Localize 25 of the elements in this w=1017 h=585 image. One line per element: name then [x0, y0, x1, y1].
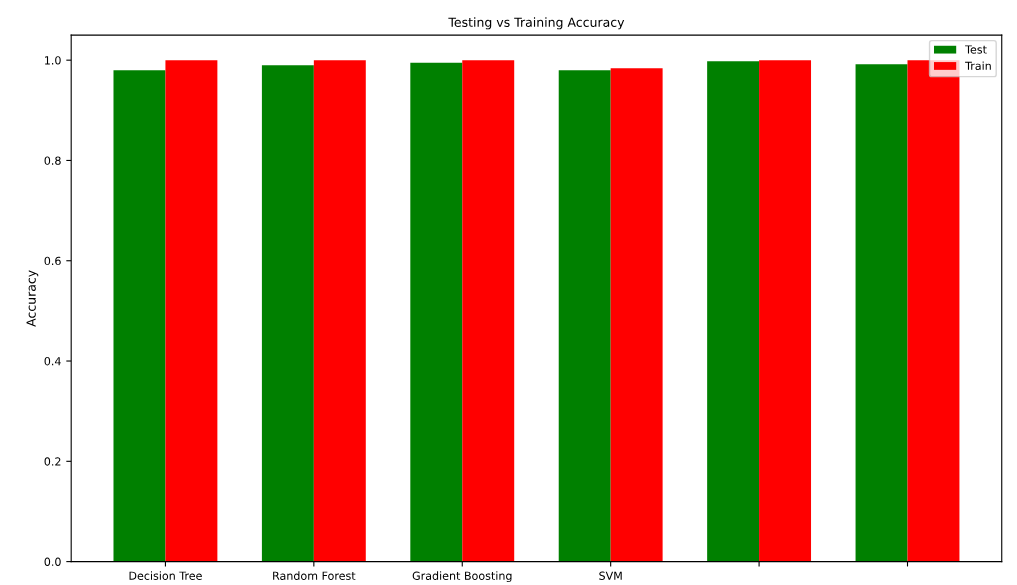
- legend-label: Test: [965, 45, 987, 54]
- legend-label: Train: [965, 61, 991, 71]
- chart-title: Testing vs Training Accuracy: [448, 17, 625, 30]
- y-axis-title: Accuracy: [26, 270, 39, 327]
- x-tick-label: Gradient Boosting: [412, 571, 512, 583]
- bar: [855, 64, 908, 562]
- bar: [759, 60, 812, 562]
- x-tick-label: Random Forest: [273, 571, 356, 580]
- bar: [610, 68, 663, 562]
- bar: [165, 60, 218, 562]
- bar: [410, 62, 463, 562]
- y-tick-label: 0.0: [44, 557, 61, 566]
- x-tick-label: Decision Tree: [129, 571, 202, 580]
- y-tick-label: 0.6: [44, 256, 61, 266]
- bar: [261, 65, 314, 562]
- y-tick-label: 0.8: [44, 156, 61, 165]
- y-tick-label: 1.0: [45, 56, 61, 65]
- bar: [558, 70, 611, 562]
- bar: [707, 61, 760, 562]
- bar: [313, 60, 366, 562]
- x-tick-label: SVM: [599, 571, 622, 580]
- y-tick-label: 0.4: [44, 357, 61, 366]
- bar: [462, 60, 515, 562]
- y-tick-label: 0.2: [44, 457, 61, 466]
- bar: [113, 70, 166, 562]
